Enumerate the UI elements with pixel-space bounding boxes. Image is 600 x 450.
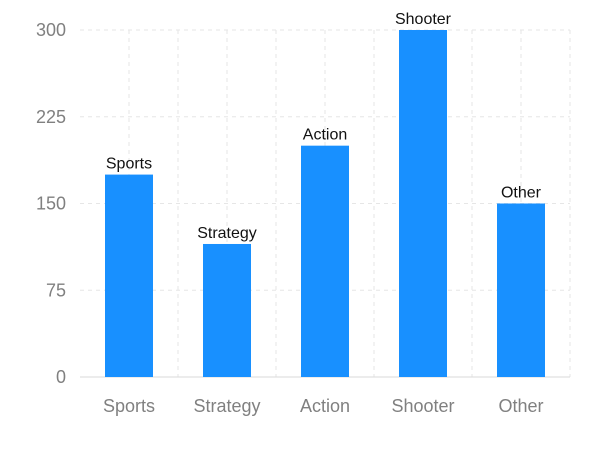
data-label: Other — [501, 185, 542, 202]
y-tick-label: 75 — [46, 280, 66, 300]
y-tick-label: 225 — [36, 107, 66, 127]
label-layer: Sports Strategy Action Shooter Other — [106, 11, 542, 242]
bar-shooter[interactable] — [399, 30, 447, 377]
data-label: Sports — [106, 156, 152, 173]
bar-action[interactable] — [301, 145, 349, 377]
data-label: Action — [303, 127, 347, 144]
y-tick-label: 300 — [36, 20, 66, 40]
bar-other[interactable] — [497, 203, 545, 378]
x-tick-label: Shooter — [391, 396, 454, 416]
bar-strategy[interactable] — [203, 243, 251, 377]
data-label: Strategy — [197, 225, 257, 242]
x-tick-label: Strategy — [193, 396, 260, 416]
bar-layer — [105, 30, 545, 377]
y-tick-label: 0 — [56, 367, 66, 387]
data-label: Shooter — [395, 11, 452, 28]
x-tick-label: Other — [498, 396, 543, 416]
x-tick-label: Sports — [103, 396, 155, 416]
x-tick-label: Action — [300, 396, 350, 416]
bar-sports[interactable] — [105, 174, 153, 377]
y-tick-label: 150 — [36, 194, 66, 214]
axis-layer: 0 75 150 225 300 Sports Strategy Action Shooter O… — [36, 20, 570, 416]
